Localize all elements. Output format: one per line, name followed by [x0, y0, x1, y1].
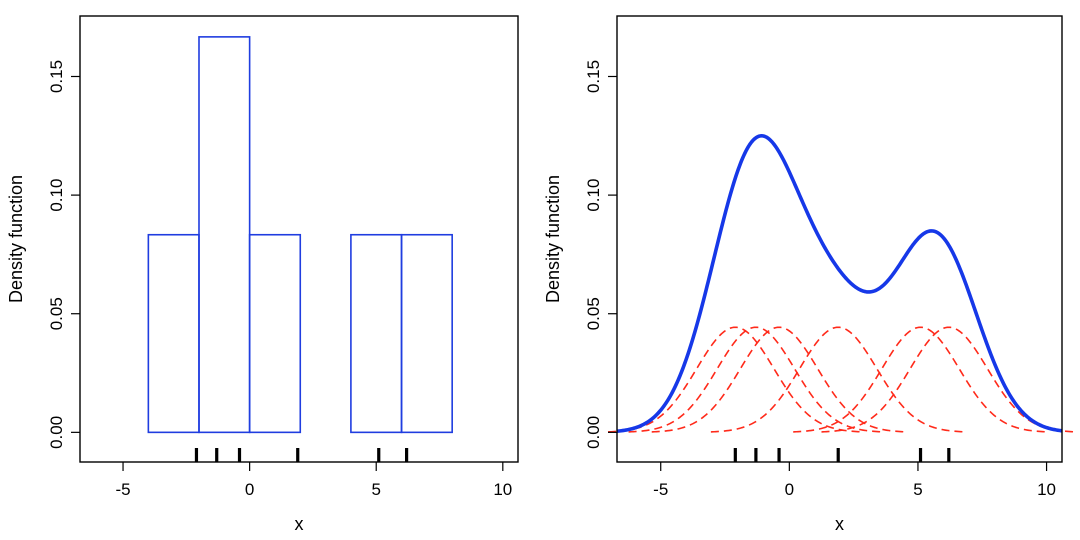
histogram-bar	[147, 233, 200, 434]
x-tick-label: 0	[245, 480, 254, 499]
histogram-y-axis-label: Density function	[6, 175, 26, 303]
histogram-y-axis: 0.00 0.05 0.10 0.15	[47, 60, 80, 449]
kernel-curve	[628, 326, 884, 433]
kernel-curve	[793, 326, 1048, 433]
x-tick-label: 10	[1037, 480, 1056, 499]
y-tick-label: 0.15	[584, 60, 603, 93]
x-tick-label: 10	[493, 480, 512, 499]
histogram-panel: -5 0 5 10 0.00 0.05 0.10 0.15 x Density functi…	[6, 15, 519, 534]
density-plot-frame	[616, 15, 1063, 463]
density-x-axis: -5 0 5 10	[653, 462, 1056, 499]
density-y-axis-label: Density function	[543, 175, 563, 303]
x-tick-label: -5	[115, 480, 130, 499]
y-tick-label: 0.05	[584, 297, 603, 330]
density-panel: -5 0 5 10 0.00 0.05 0.10 0.15 x Density functi…	[543, 15, 1077, 534]
density-rug	[733, 448, 951, 462]
histogram-bar	[350, 233, 403, 434]
histogram-x-axis: -5 0 5 10	[115, 462, 512, 499]
histogram-bars	[147, 36, 453, 434]
histogram-x-axis-label: x	[295, 514, 304, 534]
x-tick-label: 0	[785, 480, 794, 499]
histogram-bar	[248, 233, 302, 434]
histogram-rug	[194, 448, 409, 462]
y-tick-label: 0.05	[47, 297, 66, 330]
y-tick-label: 0.10	[584, 179, 603, 212]
x-tick-label: 5	[913, 480, 922, 499]
density-y-axis: 0.00 0.05 0.10 0.15	[584, 60, 617, 449]
y-tick-label: 0.00	[47, 416, 66, 449]
histogram-bar	[400, 233, 453, 434]
x-tick-label: 5	[371, 480, 380, 499]
y-tick-label: 0.15	[47, 60, 66, 93]
histogram-plot-frame	[79, 15, 519, 463]
density-curve	[616, 134, 1063, 434]
kernel-curve	[607, 326, 863, 433]
x-tick-label: -5	[653, 480, 668, 499]
y-tick-label: 0.10	[47, 179, 66, 212]
histogram-bar	[198, 36, 251, 434]
density-x-axis-label: x	[835, 514, 844, 534]
kernel-curve	[710, 326, 966, 433]
y-tick-label: 0.00	[584, 416, 603, 449]
